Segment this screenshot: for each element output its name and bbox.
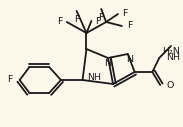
Text: H₂N: H₂N	[162, 47, 180, 57]
Text: F: F	[74, 15, 79, 24]
Text: F: F	[122, 10, 127, 19]
Text: F: F	[7, 75, 13, 84]
Text: F: F	[95, 17, 101, 26]
Text: N: N	[105, 59, 112, 67]
Text: F: F	[98, 13, 104, 22]
Text: NH: NH	[166, 53, 180, 62]
Text: F: F	[57, 18, 63, 27]
Text: N: N	[126, 54, 133, 64]
Text: F: F	[127, 21, 132, 30]
Text: NH: NH	[87, 74, 101, 83]
Text: O: O	[166, 81, 173, 90]
